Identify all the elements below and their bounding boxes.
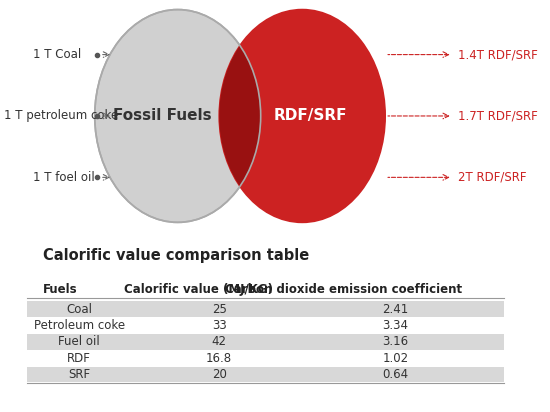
- Text: 33: 33: [212, 319, 227, 332]
- Bar: [28, 367, 504, 382]
- Text: Petroleum coke: Petroleum coke: [34, 319, 125, 332]
- Text: 25: 25: [212, 303, 227, 316]
- Text: 3.16: 3.16: [382, 335, 409, 349]
- Text: 2T RDF/SRF: 2T RDF/SRF: [458, 171, 526, 184]
- Ellipse shape: [95, 9, 261, 222]
- Text: 3.34: 3.34: [383, 319, 409, 332]
- Text: Fuels: Fuels: [43, 283, 78, 296]
- Text: 1.02: 1.02: [382, 352, 409, 365]
- Text: RDF/SRF: RDF/SRF: [273, 108, 346, 124]
- Text: 2.41: 2.41: [382, 303, 409, 316]
- Text: 16.8: 16.8: [206, 352, 232, 365]
- Text: Fossil Fuels: Fossil Fuels: [113, 108, 211, 124]
- Text: 0.64: 0.64: [382, 368, 409, 381]
- Ellipse shape: [219, 9, 385, 222]
- Text: Calorific value comparison table: Calorific value comparison table: [43, 248, 309, 262]
- Text: 1 T foel oil: 1 T foel oil: [32, 171, 94, 184]
- Bar: [28, 334, 504, 350]
- Text: Calorific value (MJ/KG): Calorific value (MJ/KG): [124, 283, 273, 296]
- Bar: [28, 301, 504, 317]
- Text: 1 T Coal: 1 T Coal: [32, 48, 81, 61]
- Text: Coal: Coal: [66, 303, 92, 316]
- Text: RDF: RDF: [67, 352, 91, 365]
- Text: 1 T petroleum coke: 1 T petroleum coke: [4, 110, 118, 122]
- Text: 1.7T RDF/SRF: 1.7T RDF/SRF: [458, 110, 537, 122]
- Polygon shape: [219, 46, 261, 186]
- Text: Carbon dioxide emission coefficient: Carbon dioxide emission coefficient: [225, 283, 462, 296]
- Text: SRF: SRF: [68, 368, 90, 381]
- Text: Fuel oil: Fuel oil: [58, 335, 100, 349]
- Text: 42: 42: [212, 335, 227, 349]
- Text: 20: 20: [212, 368, 227, 381]
- Text: 1.4T RDF/SRF: 1.4T RDF/SRF: [458, 48, 537, 61]
